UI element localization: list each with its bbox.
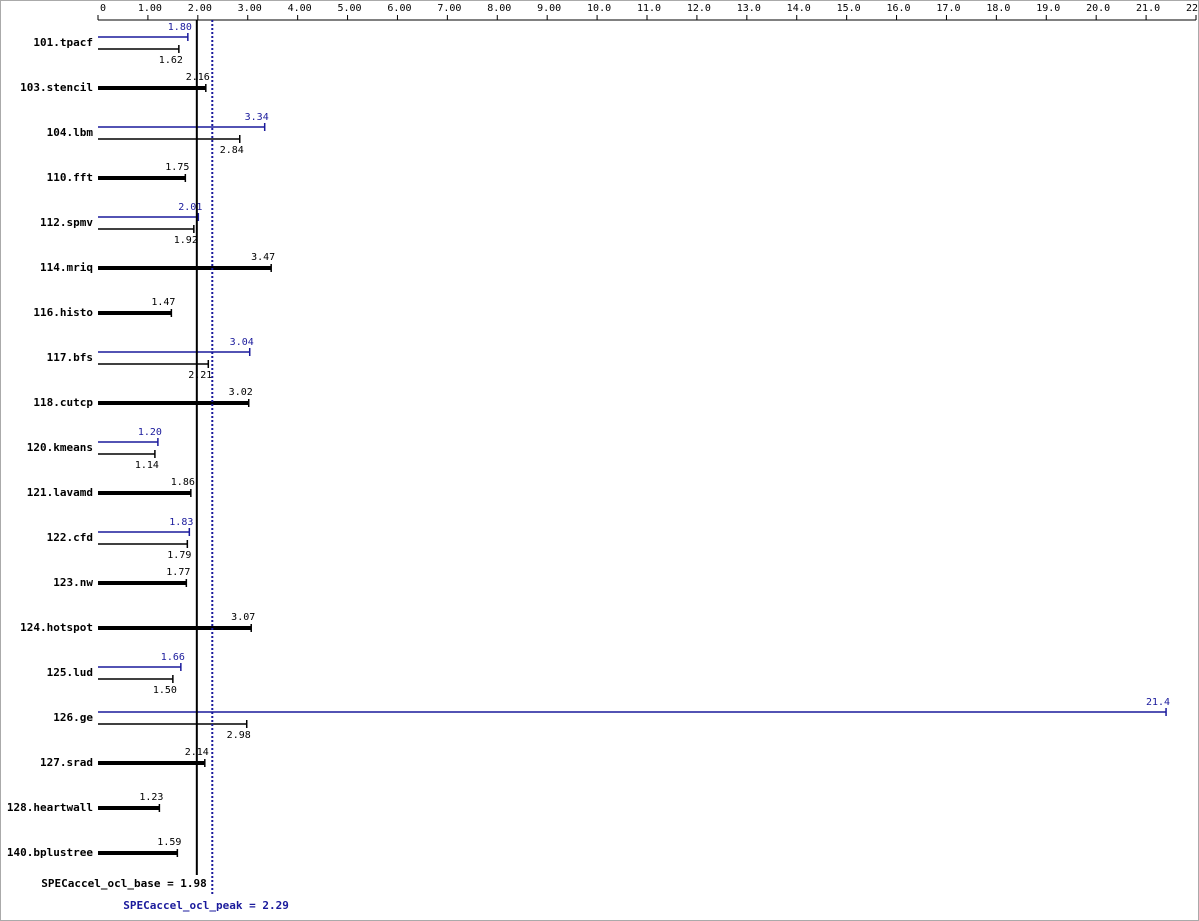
category-label cat: 104.lbm	[47, 126, 94, 139]
x-tick-label: 22.0	[1186, 3, 1199, 14]
category-label cat: 128.heartwall	[7, 801, 93, 814]
value-label: 1.83	[169, 517, 193, 528]
value-label: 3.07	[231, 612, 255, 623]
x-tick-label: 14.0	[787, 3, 811, 14]
category-label cat: 120.kmeans	[27, 441, 93, 454]
category-label cat: 110.fft	[47, 171, 93, 184]
category-label cat: 121.lavamd	[27, 486, 93, 499]
value-label: 1.80	[168, 22, 192, 33]
x-tick-label: 5.00	[337, 3, 361, 14]
x-tick-label: 6.00	[387, 3, 411, 14]
value-label: 1.23	[139, 792, 163, 803]
value-label: 1.92	[174, 235, 198, 246]
x-tick-label: 2.00	[188, 3, 212, 14]
x-tick-label: 10.0	[587, 3, 611, 14]
category-label cat: 118.cutcp	[33, 396, 93, 409]
x-tick-label: 7.00	[437, 3, 461, 14]
category-label cat: 126.ge	[53, 711, 93, 724]
value-label: 1.59	[157, 837, 181, 848]
peak-mean-label: SPECaccel_ocl_peak = 2.29	[123, 899, 289, 912]
x-tick-label: 8.00	[487, 3, 511, 14]
value-label: 21.4	[1146, 697, 1170, 708]
x-tick-label: 9.00	[537, 3, 561, 14]
value-label: 3.02	[229, 387, 253, 398]
value-label: 2.98	[227, 730, 251, 741]
category-label cat: 122.cfd	[47, 531, 93, 544]
x-tick-label: 20.0	[1086, 3, 1110, 14]
value-label: 2.01	[178, 202, 202, 213]
value-label: 1.77	[166, 567, 190, 578]
x-tick-label: 3.00	[238, 3, 262, 14]
category-label cat: 124.hotspot	[20, 621, 93, 634]
value-label: 3.47	[251, 252, 275, 263]
value-label: 1.47	[151, 297, 175, 308]
x-tick-label: 12.0	[687, 3, 711, 14]
x-tick-label: 21.0	[1136, 3, 1160, 14]
x-tick-label: 11.0	[637, 3, 661, 14]
x-tick-label: 0	[100, 3, 106, 14]
category-label cat: 123.nw	[53, 576, 93, 589]
category-label cat: 103.stencil	[20, 81, 93, 94]
x-tick-label: 13.0	[737, 3, 761, 14]
x-tick-label: 15.0	[837, 3, 861, 14]
value-label: 3.34	[245, 112, 269, 123]
category-label cat: 101.tpacf	[33, 36, 93, 49]
category-label cat: 125.lud	[47, 666, 93, 679]
x-tick-label: 18.0	[986, 3, 1010, 14]
value-label: 1.20	[138, 427, 162, 438]
value-label: 1.75	[165, 162, 189, 173]
value-label: 1.86	[171, 477, 195, 488]
base-mean-label: SPECaccel_ocl_base = 1.98	[41, 877, 207, 890]
x-tick-label: 17.0	[936, 3, 960, 14]
value-label: 1.14	[135, 460, 159, 471]
value-label: 1.50	[153, 685, 177, 696]
category-label cat: 112.spmv	[40, 216, 93, 229]
x-tick-label: 1.00	[138, 3, 162, 14]
category-label cat: 140.bplustree	[7, 846, 93, 859]
value-label: 2.21	[188, 370, 212, 381]
value-label: 1.62	[159, 55, 183, 66]
value-label: 1.66	[161, 652, 185, 663]
value-label: 1.79	[167, 550, 191, 561]
category-label cat: 127.srad	[40, 756, 93, 769]
category-label cat: 116.histo	[33, 306, 93, 319]
value-label: 2.84	[220, 145, 244, 156]
value-label: 3.04	[230, 337, 254, 348]
x-tick-label: 16.0	[886, 3, 910, 14]
category-label cat: 117.bfs	[47, 351, 93, 364]
category-label cat: 114.mriq	[40, 261, 93, 274]
x-tick-label: 4.00	[288, 3, 312, 14]
x-tick-label: 19.0	[1036, 3, 1060, 14]
